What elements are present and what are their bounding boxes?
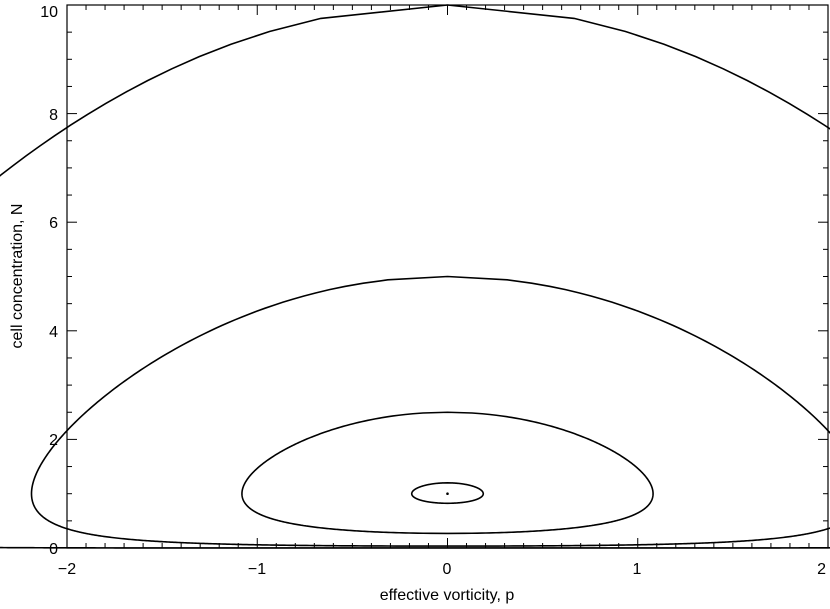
x-axis-label: effective vorticity, p <box>380 587 515 604</box>
y-tick-label-4: 8 <box>49 107 58 124</box>
orbit-curve-3 <box>241 411 654 535</box>
x-tick-label-0: −2 <box>58 561 76 578</box>
orbit-curves <box>0 4 830 549</box>
orbit-curve-1 <box>0 4 830 549</box>
y-tick-label-5: 10 <box>40 4 58 21</box>
x-tick-label-4: 2 <box>817 561 826 578</box>
orbit-curve-2 <box>30 275 830 547</box>
y-axis-label: cell concentration, N <box>9 204 26 349</box>
y-tick-label-1: 2 <box>49 432 58 449</box>
y-tick-label-0: 0 <box>49 541 58 558</box>
x-tick-label-1: −1 <box>248 561 266 578</box>
x-tick-label-2: 0 <box>443 561 452 578</box>
fixed-point-marker <box>446 492 449 496</box>
y-tick-label-2: 4 <box>49 324 58 341</box>
x-tick-label-3: 1 <box>633 561 642 578</box>
orbit-curve-4 <box>410 482 485 505</box>
y-tick-label-3: 6 <box>49 215 58 232</box>
